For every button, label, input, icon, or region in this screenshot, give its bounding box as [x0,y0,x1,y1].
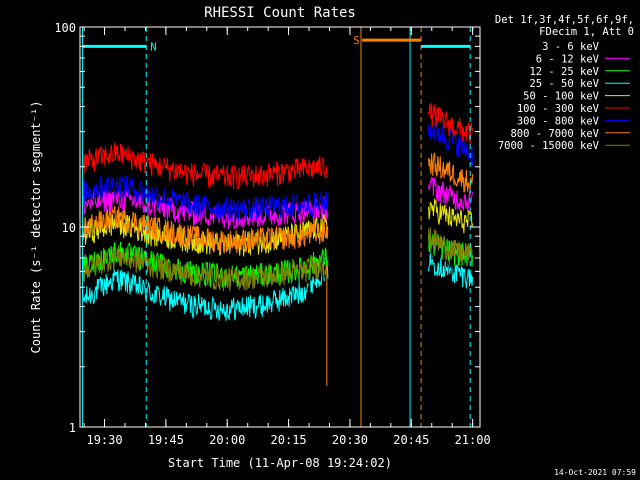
series-line-6-12-kev-seg1 [428,176,474,213]
legend-entry-label: 100 - 300 keV [517,103,600,115]
x-axis-label: Start Time (11-Apr-08 19:24:02) [168,456,392,470]
x-axis: 19:30 19:45 20:00 20:15 20:30 20:45 21:00 [83,27,491,447]
legend-entry-label: 800 - 7000 keV [510,128,599,140]
y-axis-label: Count Rate (s⁻¹ detector segment⁻¹) [29,101,43,354]
legend-entry-label: 6 - 12 keV [536,53,600,65]
x-tick-label: 20:45 [393,433,429,447]
legend-entry-label: 25 - 50 keV [529,78,599,90]
legend-header-line: FDecim 1, Att 0 [539,26,634,38]
series-line-800-7000-kev-seg1 [428,152,474,193]
legend-entry-label: 300 - 800 keV [517,115,600,127]
y-tick-label: 1 [69,421,76,435]
series-line-7000-15000-kev-seg1 [428,227,473,266]
series-line-50-100-kev-seg1 [428,198,474,234]
legend-header-line: Det 1f,3f,4f,5f,6f,9f, [495,14,634,26]
x-tick-label: 20:30 [332,433,368,447]
series-line-50-100-kev-seg0 [82,212,329,257]
x-tick-label: 20:15 [271,433,307,447]
series-line-100-300-kev-seg1 [428,103,474,146]
series-line-25-50-kev-seg1 [428,250,474,289]
legend-entry-label: 3 - 6 keV [542,41,600,53]
render-timestamp: 14-Oct-2021 07:59 [554,468,636,477]
attenuator-label-n: N [150,41,156,53]
legend-entry-label: 50 - 100 keV [523,91,600,103]
x-tick-label: 20:00 [209,433,245,447]
legend-entry-label: 12 - 25 keV [529,66,599,78]
x-tick-label: 19:45 [148,433,184,447]
x-tick-label: 21:00 [455,433,491,447]
y-axis: 1 10 100 [54,21,480,435]
attenuator-label-s: S [353,35,359,47]
y-tick-label: 100 [54,21,76,35]
series-line-25-50-kev-seg0 [82,257,329,321]
legend: Det 1f,3f,4f,5f,6f,9f,FDecim 1, Att 0 3 -… [495,14,634,152]
series-line-100-300-kev-seg0 [82,142,329,190]
x-tick-label: 19:30 [86,433,122,447]
series-layer [82,103,474,321]
y-tick-label: 10 [62,221,76,235]
series-line-300-800-kev-seg0 [82,174,329,222]
legend-entry-label: 7000 - 15000 keV [498,140,600,152]
chart-title: RHESSI Count Rates [204,5,356,21]
series-line-7000-15000-kev-seg0 [82,244,329,292]
